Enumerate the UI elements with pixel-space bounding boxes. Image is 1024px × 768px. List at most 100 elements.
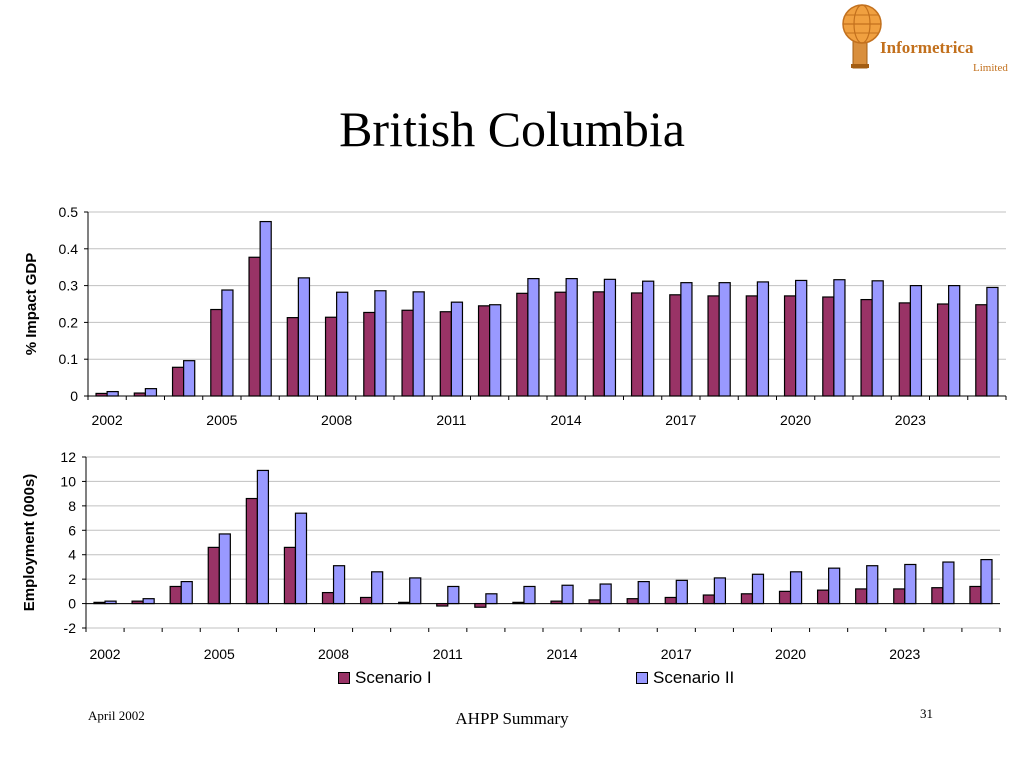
bar-scenario-1 xyxy=(975,304,988,397)
logo-name: Informetrica xyxy=(880,38,974,57)
globe-column-logo-icon xyxy=(842,4,882,69)
bar-scenario-1 xyxy=(931,587,944,605)
x-tick-label: 2020 xyxy=(780,412,811,428)
legend-swatch-scenario-2 xyxy=(636,672,648,684)
x-tick-label: 2017 xyxy=(665,412,696,428)
bar-scenario-1 xyxy=(436,602,449,607)
bar-scenario-2 xyxy=(642,280,655,397)
bar-scenario-2 xyxy=(256,469,270,605)
x-tick-label: 2002 xyxy=(92,412,123,428)
x-tick-label: 2023 xyxy=(895,412,926,428)
x-tick-label: 2008 xyxy=(321,412,352,428)
x-tick-label: 2008 xyxy=(318,646,349,662)
bar-scenario-2 xyxy=(297,277,311,397)
bar-scenario-1 xyxy=(669,294,682,397)
bar-scenario-2 xyxy=(565,278,578,397)
bar-scenario-1 xyxy=(363,311,376,397)
legend-label-scenario-2: Scenario II xyxy=(653,668,735,687)
bar-scenario-1 xyxy=(93,601,106,605)
logo-subtitle: Limited xyxy=(973,62,1008,74)
bar-scenario-1 xyxy=(550,600,563,605)
bar-scenario-1 xyxy=(207,546,220,605)
bar-scenario-1 xyxy=(855,588,868,605)
bar-scenario-1 xyxy=(169,585,182,605)
bar-scenario-1 xyxy=(860,298,873,397)
bar-scenario-1 xyxy=(401,309,414,397)
bar-scenario-1 xyxy=(707,295,720,397)
bar-scenario-2 xyxy=(106,390,119,397)
bar-scenario-1 xyxy=(626,598,639,605)
bar-scenario-2 xyxy=(986,286,999,397)
bar-scenario-2 xyxy=(183,360,196,397)
bar-scenario-2 xyxy=(142,598,155,605)
bar-scenario-2 xyxy=(599,583,612,605)
bar-scenario-2 xyxy=(833,279,846,397)
bar-scenario-1 xyxy=(95,392,108,397)
x-tick-label: 2017 xyxy=(661,646,692,662)
bar-scenario-2 xyxy=(523,585,536,605)
bar-scenario-2 xyxy=(144,388,158,397)
y-tick-label: 10 xyxy=(60,473,76,489)
bar-scenario-1 xyxy=(588,599,601,605)
bar-scenario-1 xyxy=(969,585,982,605)
y-tick-label: 0.3 xyxy=(59,278,79,294)
y-tick-label: 0.2 xyxy=(59,314,79,330)
bar-scenario-1 xyxy=(816,589,830,605)
bar-scenario-2 xyxy=(259,220,272,397)
bar-scenario-1 xyxy=(664,596,677,605)
bar-scenario-2 xyxy=(450,301,464,397)
bar-scenario-2 xyxy=(218,533,231,605)
bar-scenario-1 xyxy=(133,392,146,397)
bar-scenario-2 xyxy=(795,279,808,397)
x-tick-label: 2011 xyxy=(433,646,463,662)
footer-date: April 2002 xyxy=(88,708,145,723)
bar-scenario-2 xyxy=(180,580,193,605)
legend-label-scenario-1: Scenario I xyxy=(355,668,432,687)
bar-scenario-2 xyxy=(756,281,770,397)
bar-scenario-1 xyxy=(898,302,911,397)
y-tick-label: 8 xyxy=(68,498,76,514)
bar-scenario-2 xyxy=(603,278,617,397)
bar-scenario-1 xyxy=(248,256,261,397)
bar-scenario-2 xyxy=(489,304,502,397)
bar-scenario-1 xyxy=(359,596,373,605)
bar-scenario-1 xyxy=(283,546,297,605)
bar-scenario-2 xyxy=(637,580,650,605)
footer-title: AHPP Summary xyxy=(455,709,569,728)
bar-scenario-2 xyxy=(948,285,961,397)
bar-scenario-1 xyxy=(778,590,792,605)
bar-scenario-2 xyxy=(904,563,917,605)
bar-scenario-1 xyxy=(477,305,491,397)
x-tick-label: 2011 xyxy=(436,412,466,428)
bar-scenario-1 xyxy=(324,316,338,397)
bar-scenario-1 xyxy=(745,295,758,397)
bar-scenario-2 xyxy=(371,571,384,605)
bar-scenario-1 xyxy=(702,594,715,605)
bar-scenario-1 xyxy=(822,296,835,397)
bar-scenario-1 xyxy=(936,303,950,397)
legend-swatch-scenario-1 xyxy=(338,672,350,684)
bar-scenario-1 xyxy=(286,317,299,397)
y-tick-label: 0.5 xyxy=(59,204,79,220)
bar-scenario-2 xyxy=(104,600,117,605)
x-tick-label: 2005 xyxy=(206,412,237,428)
bar-scenario-2 xyxy=(409,577,422,605)
bar-scenario-2 xyxy=(828,567,841,605)
bar-scenario-1 xyxy=(210,308,223,397)
bar-scenario-2 xyxy=(713,577,727,605)
bar-scenario-1 xyxy=(740,593,754,605)
bar-scenario-2 xyxy=(485,593,498,605)
bar-scenario-2 xyxy=(336,291,349,397)
bar-scenario-1 xyxy=(893,588,906,605)
bar-scenario-1 xyxy=(554,291,567,397)
y-tick-label: 0.4 xyxy=(59,241,79,257)
bar-scenario-2 xyxy=(675,579,688,605)
page-number: 31 xyxy=(920,706,933,721)
x-tick-label: 2020 xyxy=(775,646,806,662)
y-tick-label: 0 xyxy=(68,596,76,612)
y-tick-label: 0.1 xyxy=(59,351,79,367)
bar-scenario-2 xyxy=(332,565,346,605)
bar-scenario-1 xyxy=(783,295,797,397)
bar-scenario-2 xyxy=(412,291,425,397)
